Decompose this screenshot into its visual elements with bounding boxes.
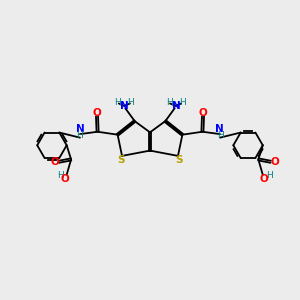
Text: S: S [175, 155, 182, 165]
Text: N: N [172, 101, 180, 111]
Text: H: H [179, 98, 185, 107]
Text: O: O [199, 108, 207, 118]
Text: O: O [50, 157, 59, 167]
Text: O: O [61, 174, 70, 184]
Text: S: S [118, 155, 125, 165]
Text: N: N [120, 101, 128, 111]
Text: H: H [217, 131, 224, 140]
Text: H: H [76, 131, 83, 140]
Text: N: N [76, 124, 85, 134]
Text: H: H [166, 98, 173, 107]
Text: O: O [271, 157, 279, 167]
Text: O: O [93, 108, 101, 118]
Text: H: H [57, 170, 64, 179]
Text: O: O [260, 174, 268, 184]
Text: H: H [127, 98, 134, 107]
Text: H: H [115, 98, 121, 107]
Text: H: H [266, 170, 273, 179]
Text: N: N [215, 124, 224, 134]
